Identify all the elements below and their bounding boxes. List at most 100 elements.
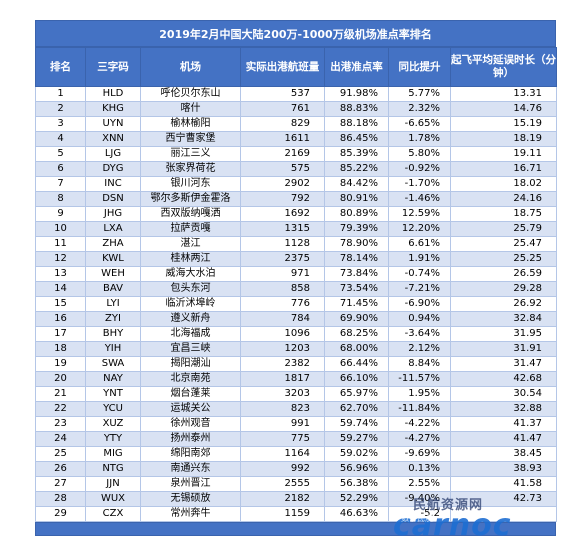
cell-delay: 41.37 [450, 416, 557, 432]
cell-rank: 22 [35, 401, 86, 417]
cell-delay: 25.47 [450, 236, 557, 252]
cell-ontime: 86.45% [324, 131, 389, 147]
table-row: 26 NTG 南通兴东 992 56.96% 0.13% 38.93 [35, 461, 557, 477]
cell-code: ZHA [85, 236, 141, 252]
cell-code: XUZ [85, 416, 141, 432]
cell-yoy: 1.78% [388, 131, 451, 147]
table-row: 8 DSN 鄂尔多斯伊金霍洛 792 80.91% -1.46% 24.16 [35, 191, 557, 207]
cell-code: CZX [85, 506, 141, 522]
cell-yoy: 12.59% [388, 206, 451, 222]
header-row: 排名 三字码 机场 实际出港航班量 出港准点率 同比提升 起飞平均延误时长（分钟… [35, 47, 557, 87]
header-airport: 机场 [140, 47, 241, 87]
cell-flights: 1096 [240, 326, 325, 342]
cell-code: KHG [85, 101, 141, 117]
cell-ontime: 78.90% [324, 236, 389, 252]
cell-code: WEH [85, 266, 141, 282]
cell-flights: 1817 [240, 371, 325, 387]
cell-flights: 761 [240, 101, 325, 117]
cell-yoy: -4.27% [388, 431, 451, 447]
table-row: 14 BAV 包头东河 858 73.54% -7.21% 29.28 [35, 281, 557, 297]
cell-airport: 拉萨贡嘎 [140, 221, 241, 237]
cell-ontime: 68.25% [324, 326, 389, 342]
table-row: 22 YCU 运城关公 823 62.70% -11.84% 32.88 [35, 401, 557, 417]
cell-code: YNT [85, 386, 141, 402]
cell-yoy: 0.13% [388, 461, 451, 477]
cell-yoy: 1.95% [388, 386, 451, 402]
cell-rank: 29 [35, 506, 86, 522]
table-row: 4 XNN 西宁曹家堡 1611 86.45% 1.78% 18.19 [35, 131, 557, 147]
cell-yoy: 2.55% [388, 476, 451, 492]
cell-airport: 威海大水泊 [140, 266, 241, 282]
cell-yoy: -0.74% [388, 266, 451, 282]
cell-code: JHG [85, 206, 141, 222]
cell-delay: 42.68 [450, 371, 557, 387]
cell-delay: 41.58 [450, 476, 557, 492]
cell-rank: 28 [35, 491, 86, 507]
cell-delay: 38.93 [450, 461, 557, 477]
cell-flights: 992 [240, 461, 325, 477]
cell-rank: 24 [35, 431, 86, 447]
table-row: 19 SWA 揭阳潮汕 2382 66.44% 8.84% 31.47 [35, 356, 557, 372]
cell-flights: 858 [240, 281, 325, 297]
table-row: 17 BHY 北海福成 1096 68.25% -3.64% 31.95 [35, 326, 557, 342]
cell-flights: 784 [240, 311, 325, 327]
table-footer-bar [35, 522, 556, 536]
cell-rank: 11 [35, 236, 86, 252]
cell-rank: 25 [35, 446, 86, 462]
cell-ontime: 66.10% [324, 371, 389, 387]
cell-delay: 29.28 [450, 281, 557, 297]
cell-flights: 575 [240, 161, 325, 177]
cell-yoy: -6.90% [388, 296, 451, 312]
cell-ontime: 59.74% [324, 416, 389, 432]
cell-code: YIH [85, 341, 141, 357]
cell-rank: 20 [35, 371, 86, 387]
table-row: 18 YIH 宜昌三峡 1203 68.00% 2.12% 31.91 [35, 341, 557, 357]
cell-airport: 张家界荷花 [140, 161, 241, 177]
table-title: 2019年2月中国大陆200万-1000万级机场准点率排名 [35, 20, 556, 47]
cell-rank: 12 [35, 251, 86, 267]
cell-rank: 21 [35, 386, 86, 402]
cell-flights: 1315 [240, 221, 325, 237]
cell-delay: 32.84 [450, 311, 557, 327]
cell-delay: 14.76 [450, 101, 557, 117]
cell-rank: 23 [35, 416, 86, 432]
cell-yoy: 1.91% [388, 251, 451, 267]
cell-delay: 26.59 [450, 266, 557, 282]
cell-code: LJG [85, 146, 141, 162]
cell-code: SWA [85, 356, 141, 372]
cell-flights: 2375 [240, 251, 325, 267]
cell-code: XNN [85, 131, 141, 147]
cell-delay: 18.19 [450, 131, 557, 147]
cell-flights: 3203 [240, 386, 325, 402]
cell-rank: 13 [35, 266, 86, 282]
cell-code: LYI [85, 296, 141, 312]
cell-rank: 5 [35, 146, 86, 162]
cell-rank: 7 [35, 176, 86, 192]
cell-airport: 扬州泰州 [140, 431, 241, 447]
cell-flights: 1692 [240, 206, 325, 222]
cell-rank: 18 [35, 341, 86, 357]
cell-delay: 41.47 [450, 431, 557, 447]
cell-rank: 17 [35, 326, 86, 342]
cell-code: WUX [85, 491, 141, 507]
cell-yoy: 0.94% [388, 311, 451, 327]
cell-code: MIG [85, 446, 141, 462]
cell-code: YCU [85, 401, 141, 417]
cell-yoy: 2.32% [388, 101, 451, 117]
table-row: 1 HLD 呼伦贝尔东山 537 91.98% 5.77% 13.31 [35, 86, 557, 102]
cell-ontime: 84.42% [324, 176, 389, 192]
table-row: 5 LJG 丽江三义 2169 85.39% 5.80% 19.11 [35, 146, 557, 162]
cell-delay: 24.16 [450, 191, 557, 207]
cell-flights: 2382 [240, 356, 325, 372]
cell-ontime: 56.96% [324, 461, 389, 477]
cell-airport: 宜昌三峡 [140, 341, 241, 357]
cell-rank: 19 [35, 356, 86, 372]
cell-rank: 2 [35, 101, 86, 117]
header-rank: 排名 [35, 47, 86, 87]
cell-code: JJN [85, 476, 141, 492]
cell-yoy: 12.20% [388, 221, 451, 237]
cell-rank: 27 [35, 476, 86, 492]
cell-rank: 4 [35, 131, 86, 147]
cell-yoy: -7.21% [388, 281, 451, 297]
cell-airport: 临沂沭埠岭 [140, 296, 241, 312]
